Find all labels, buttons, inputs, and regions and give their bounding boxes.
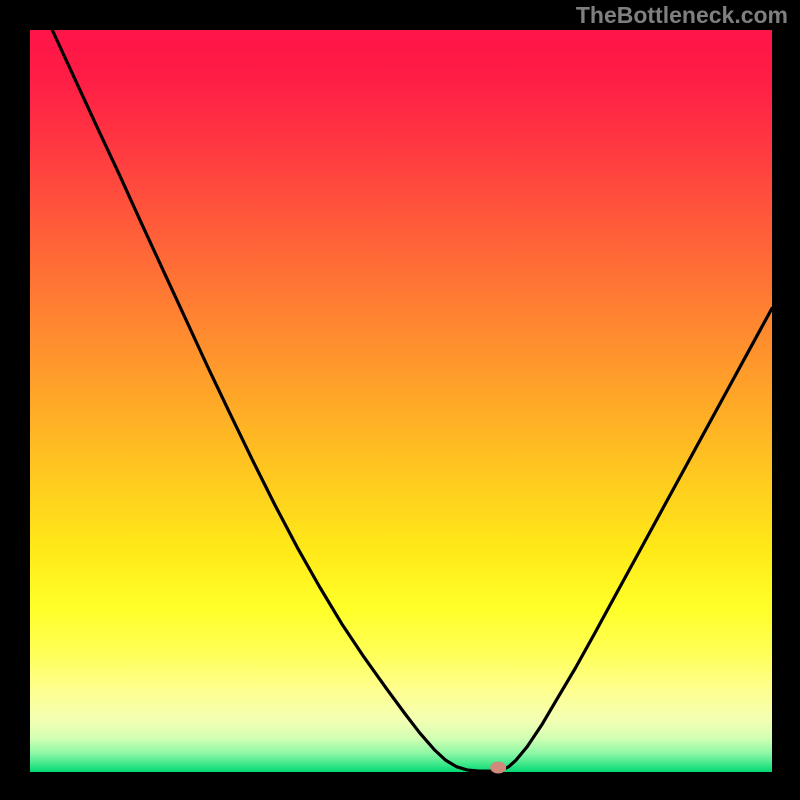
watermark-text: TheBottleneck.com — [576, 2, 788, 29]
plot-background — [30, 30, 772, 772]
chart-svg — [0, 0, 800, 800]
bottleneck-chart: TheBottleneck.com — [0, 0, 800, 800]
optimal-point-marker — [490, 762, 506, 774]
